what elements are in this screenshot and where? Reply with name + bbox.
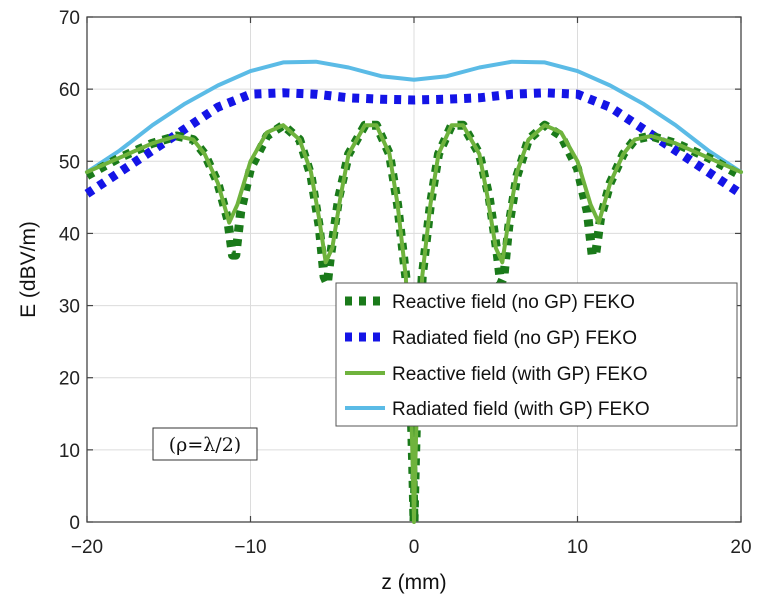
series-line-2 (84, 88, 744, 198)
x-tick-label: −10 (234, 537, 266, 558)
series-line-4 (85, 59, 743, 175)
y-tick-label: 70 (59, 8, 80, 29)
series-line-1 (84, 120, 744, 527)
x-tick-label: 10 (567, 537, 588, 558)
axis-ticks: −20 −10 0 10 20 0 10 20 30 40 50 60 70 (59, 8, 752, 558)
y-tick-label: 60 (59, 80, 80, 101)
y-tick-label: 50 (59, 152, 80, 173)
y-tick-label: 30 (59, 297, 80, 318)
legend: Reactive field (no GP) FEKO Radiated fiel… (335, 282, 738, 427)
legend-box (335, 282, 738, 427)
annotation: (ρ=λ/2) (152, 427, 258, 461)
legend-label-2: Radiated field (no GP) FEKO (392, 328, 637, 349)
x-tick-label: −20 (71, 537, 103, 558)
legend-label-1: Reactive field (no GP) FEKO (392, 292, 635, 313)
y-tick-label: 40 (59, 224, 80, 245)
y-tick-label: 20 (59, 369, 80, 390)
x-tick-label: 0 (409, 537, 420, 558)
series-layer (84, 59, 744, 527)
legend-label-4: Radiated field (with GP) FEKO (392, 399, 650, 420)
annotation-text: (ρ=λ/2) (169, 434, 241, 456)
legend-label-3: Reactive field (with GP) FEKO (392, 364, 648, 385)
series-line-3 (85, 123, 743, 524)
y-tick-label: 10 (59, 441, 80, 462)
y-axis-title: E (dBV/m) (17, 221, 40, 318)
annotation-box (152, 427, 258, 461)
x-axis-title: z (mm) (381, 571, 446, 594)
x-tick-label: 20 (730, 537, 751, 558)
y-tick-label: 0 (69, 513, 80, 534)
